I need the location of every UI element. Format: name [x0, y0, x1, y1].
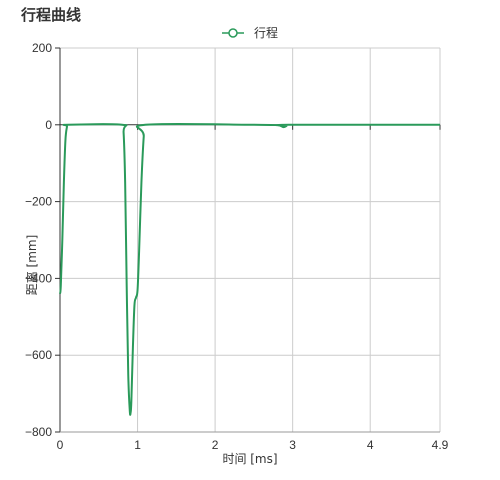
y-tick-label: −200	[25, 195, 52, 209]
x-tick-label: 3	[289, 438, 296, 452]
y-tick-label: −400	[25, 271, 52, 285]
x-tick-label: 2	[212, 438, 219, 452]
y-tick-label: 200	[32, 41, 52, 55]
series-line	[59, 122, 441, 416]
legend: 行程	[222, 25, 278, 40]
x-tick-label: 4	[367, 438, 374, 452]
tick-labels: 200 0 −200 −400 −600 −800 0 1 2 3 4 4.9	[25, 41, 449, 452]
chart-title: 行程曲线	[21, 6, 82, 24]
x-tick-label: 4.9	[432, 438, 449, 452]
y-axis-title: 距离 [mm]	[24, 235, 39, 296]
y-tick-label: 0	[45, 118, 52, 132]
axes	[55, 47, 441, 433]
legend-marker-icon	[228, 28, 238, 38]
y-tick-label: −600	[25, 348, 52, 362]
grid-lines	[60, 47, 441, 432]
legend-label: 行程	[254, 25, 278, 40]
y-tick-label: −800	[25, 425, 52, 439]
x-axis-title: 时间 [ms]	[222, 452, 277, 466]
series-lines	[59, 122, 441, 416]
x-tick-label: 0	[57, 438, 64, 452]
x-tick-label: 1	[134, 438, 141, 452]
